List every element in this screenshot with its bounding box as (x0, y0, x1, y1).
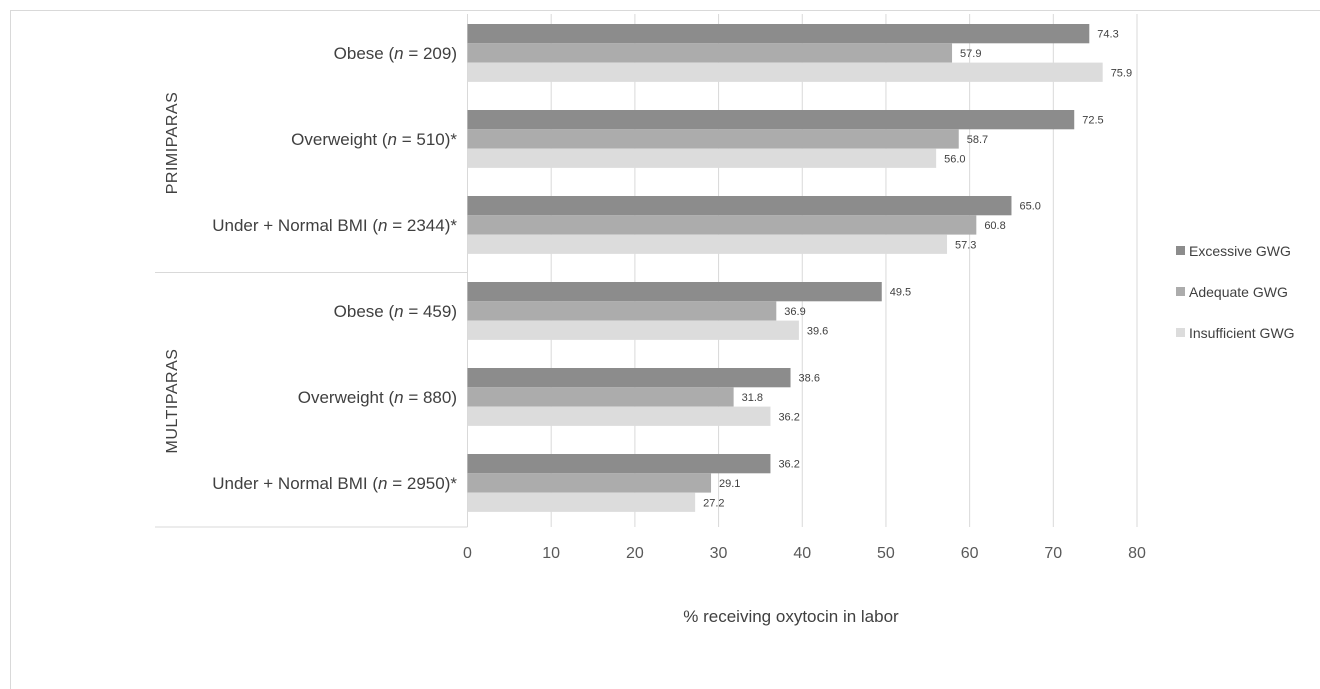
data-label: 49.5 (890, 287, 911, 299)
category-label-text: = 209) (404, 44, 457, 63)
category-label-n: n (394, 388, 403, 407)
data-label: 38.6 (799, 373, 820, 385)
category-label: Under + Normal BMI (n = 2344)* (212, 216, 457, 235)
chart-frame (10, 10, 1320, 689)
legend-label: Insufficient GWG (1189, 325, 1295, 341)
group-label: PRIMIPARAS (164, 92, 181, 195)
data-label: 27.2 (703, 497, 724, 509)
data-label: 29.1 (719, 478, 740, 490)
category-label-text: Under + Normal BMI ( (212, 474, 378, 493)
category-label: Obese (n = 209) (334, 44, 457, 63)
bar (467, 454, 771, 474)
x-tick-label: 10 (542, 545, 560, 562)
data-label: 60.8 (984, 220, 1005, 232)
category-label-n: n (378, 216, 387, 235)
bar (467, 148, 937, 168)
data-label: 65.0 (1019, 201, 1040, 213)
category-label-text: Overweight ( (291, 130, 388, 149)
category-label-text: Obese ( (334, 44, 395, 63)
bar (467, 406, 771, 426)
x-tick-label: 20 (626, 545, 644, 562)
data-label: 72.5 (1082, 115, 1103, 127)
x-tick-label: 60 (961, 545, 979, 562)
x-tick-label: 50 (877, 545, 895, 562)
category-label: Overweight (n = 510)* (291, 130, 457, 149)
group-label: MULTIPARAS (164, 349, 181, 454)
data-label: 56.0 (944, 153, 965, 165)
bar (467, 387, 734, 407)
bar (467, 320, 799, 340)
legend-label: Adequate GWG (1189, 284, 1288, 300)
category-label: Under + Normal BMI (n = 2950)* (212, 474, 457, 493)
category-label-text: = 2344)* (388, 216, 458, 235)
category-label-text: = 880) (404, 388, 457, 407)
data-label: 39.6 (807, 325, 828, 337)
category-label: Overweight (n = 880) (298, 388, 457, 407)
category-label-n: n (388, 130, 397, 149)
data-label: 75.9 (1111, 67, 1132, 79)
data-label: 58.7 (967, 134, 988, 146)
bar (467, 282, 882, 302)
data-label: 36.2 (778, 459, 799, 471)
data-label: 36.9 (784, 306, 805, 318)
data-label: 57.3 (955, 239, 976, 251)
category-label-text: = 459) (404, 302, 457, 321)
bar (467, 62, 1103, 82)
category-label-text: Overweight ( (298, 388, 395, 407)
bar (467, 24, 1090, 44)
data-label: 31.8 (742, 392, 763, 404)
x-tick-label: 30 (710, 545, 728, 562)
data-label: 36.2 (778, 411, 799, 423)
x-tick-label: 0 (463, 545, 472, 562)
bar (467, 129, 959, 149)
bar (467, 43, 953, 63)
category-label-text: = 510)* (397, 130, 457, 149)
bar (467, 492, 696, 512)
category-label-text: Obese ( (334, 302, 395, 321)
legend-swatch (1176, 246, 1185, 255)
legend-label: Excessive GWG (1189, 243, 1291, 259)
category-label-text: Under + Normal BMI ( (212, 216, 378, 235)
category-label-text: = 2950)* (388, 474, 458, 493)
category-label-n: n (394, 302, 403, 321)
legend-swatch (1176, 328, 1185, 337)
bar (467, 473, 712, 493)
category-label-n: n (394, 44, 403, 63)
data-label: 74.3 (1097, 29, 1118, 41)
bar (467, 215, 977, 235)
bar (467, 368, 791, 388)
bar (467, 301, 777, 321)
x-axis-title: % receiving oxytocin in labor (683, 607, 899, 626)
bar (467, 196, 1012, 216)
category-label-n: n (378, 474, 387, 493)
bar (467, 234, 948, 254)
x-tick-label: 40 (793, 545, 811, 562)
category-label: Obese (n = 459) (334, 302, 457, 321)
x-tick-label: 70 (1044, 545, 1062, 562)
x-tick-label: 80 (1128, 545, 1146, 562)
legend-swatch (1176, 287, 1185, 296)
bar (467, 110, 1075, 130)
data-label: 57.9 (960, 48, 981, 60)
